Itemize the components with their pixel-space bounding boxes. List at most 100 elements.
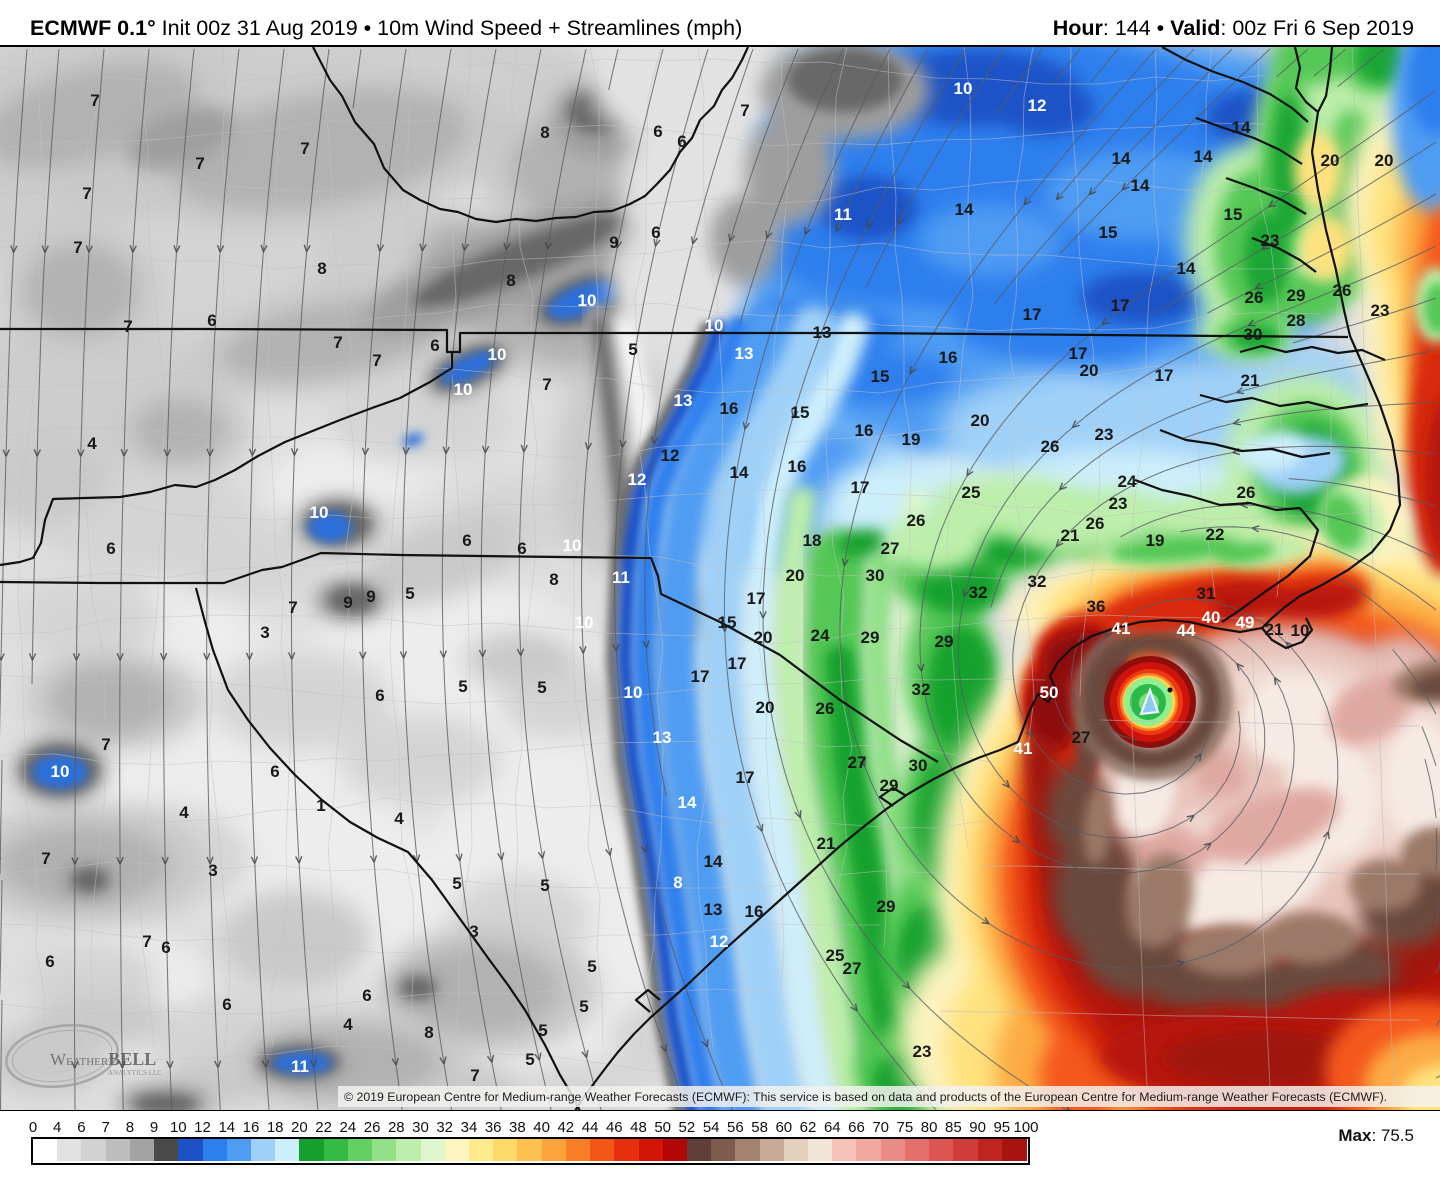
svg-text:5: 5 — [628, 340, 637, 359]
svg-text:16: 16 — [720, 399, 739, 418]
svg-text:26: 26 — [907, 511, 926, 530]
svg-text:6: 6 — [462, 531, 471, 550]
svg-text:7: 7 — [470, 1066, 479, 1085]
svg-text:6: 6 — [106, 539, 115, 558]
svg-text:14: 14 — [955, 200, 974, 219]
svg-text:7: 7 — [195, 154, 204, 173]
svg-text:14: 14 — [1177, 259, 1196, 278]
svg-text:© 2019 European Centre for Med: © 2019 European Centre for Medium-range … — [344, 1090, 1387, 1104]
svg-text:4: 4 — [87, 434, 97, 453]
svg-text:7: 7 — [300, 139, 309, 158]
svg-text:10: 10 — [563, 536, 582, 555]
svg-text:12: 12 — [628, 470, 647, 489]
svg-text:13: 13 — [704, 900, 723, 919]
svg-text:6: 6 — [207, 311, 216, 330]
svg-text:16: 16 — [788, 457, 807, 476]
svg-text:14: 14 — [730, 463, 749, 482]
svg-text:14: 14 — [678, 793, 697, 812]
svg-text:7: 7 — [101, 735, 110, 754]
svg-text:29: 29 — [877, 897, 896, 916]
svg-text:5: 5 — [405, 584, 414, 603]
svg-text:30: 30 — [1244, 325, 1263, 344]
svg-text:7: 7 — [740, 101, 749, 120]
svg-text:29: 29 — [880, 776, 899, 795]
svg-text:12: 12 — [1028, 96, 1047, 115]
svg-text:10: 10 — [310, 503, 329, 522]
svg-text:5: 5 — [540, 876, 549, 895]
svg-text:36: 36 — [1087, 597, 1106, 616]
svg-text:21: 21 — [817, 834, 836, 853]
svg-text:49: 49 — [1236, 613, 1255, 632]
svg-text:20: 20 — [1321, 151, 1340, 170]
svg-text:6: 6 — [222, 995, 231, 1014]
svg-text:7: 7 — [90, 91, 99, 110]
svg-text:6: 6 — [270, 762, 279, 781]
svg-text:41: 41 — [1112, 619, 1131, 638]
svg-text:5: 5 — [579, 997, 588, 1016]
svg-text:27: 27 — [843, 959, 862, 978]
svg-text:8: 8 — [317, 259, 326, 278]
svg-text:17: 17 — [728, 654, 747, 673]
svg-text:4: 4 — [343, 1015, 353, 1034]
svg-text:4: 4 — [179, 803, 189, 822]
svg-text:20: 20 — [1080, 361, 1099, 380]
svg-text:32: 32 — [1028, 572, 1047, 591]
svg-text:13: 13 — [674, 391, 693, 410]
svg-text:5: 5 — [452, 874, 461, 893]
svg-text:13: 13 — [813, 323, 832, 342]
svg-text:23: 23 — [1109, 494, 1128, 513]
svg-text:5: 5 — [537, 678, 546, 697]
svg-text:23: 23 — [913, 1042, 932, 1061]
svg-text:40: 40 — [1202, 608, 1221, 627]
svg-text:5: 5 — [525, 1050, 534, 1069]
svg-text:4: 4 — [394, 809, 404, 828]
svg-text:7: 7 — [288, 598, 297, 617]
svg-text:31: 31 — [1197, 584, 1216, 603]
svg-text:19: 19 — [1146, 531, 1165, 550]
svg-text:13: 13 — [653, 728, 672, 747]
svg-text:27: 27 — [1072, 728, 1091, 747]
svg-text:9: 9 — [343, 593, 352, 612]
svg-text:26: 26 — [1245, 288, 1264, 307]
svg-text:10: 10 — [575, 613, 594, 632]
svg-text:10: 10 — [51, 762, 70, 781]
svg-text:23: 23 — [1261, 231, 1280, 250]
svg-text:6: 6 — [161, 938, 170, 957]
svg-text:17: 17 — [1111, 296, 1130, 315]
svg-text:26: 26 — [1086, 514, 1105, 533]
svg-text:11: 11 — [612, 568, 630, 587]
svg-text:20: 20 — [971, 411, 990, 430]
svg-text:15: 15 — [1224, 205, 1243, 224]
svg-text:14: 14 — [1232, 118, 1251, 137]
svg-text:26: 26 — [1041, 437, 1060, 456]
svg-text:6: 6 — [430, 336, 439, 355]
svg-text:10: 10 — [1291, 621, 1310, 640]
svg-text:21: 21 — [1265, 620, 1284, 639]
svg-text:30: 30 — [866, 566, 885, 585]
svg-text:22: 22 — [1206, 525, 1225, 544]
svg-text:17: 17 — [736, 768, 755, 787]
svg-text:17: 17 — [1155, 366, 1174, 385]
svg-text:7: 7 — [142, 932, 151, 951]
svg-text:23: 23 — [1095, 425, 1114, 444]
svg-text:50: 50 — [1040, 683, 1059, 702]
svg-text:10: 10 — [624, 683, 643, 702]
svg-text:10: 10 — [705, 316, 724, 335]
svg-text:20: 20 — [754, 628, 773, 647]
svg-text:26: 26 — [816, 699, 835, 718]
svg-text:7: 7 — [73, 238, 82, 257]
svg-text:11: 11 — [291, 1057, 309, 1076]
svg-text:26: 26 — [1333, 281, 1352, 300]
svg-text:29: 29 — [1287, 286, 1306, 305]
svg-text:14: 14 — [1112, 149, 1131, 168]
svg-text:14: 14 — [1131, 176, 1150, 195]
svg-text:21: 21 — [1061, 526, 1080, 545]
svg-text:44: 44 — [1177, 621, 1196, 640]
svg-text:6: 6 — [362, 986, 371, 1005]
svg-text:7: 7 — [333, 333, 342, 352]
svg-text:30: 30 — [909, 756, 928, 775]
svg-text:6: 6 — [653, 122, 662, 141]
svg-text:11: 11 — [834, 205, 852, 224]
svg-text:18: 18 — [803, 531, 822, 550]
svg-text:17: 17 — [747, 589, 766, 608]
